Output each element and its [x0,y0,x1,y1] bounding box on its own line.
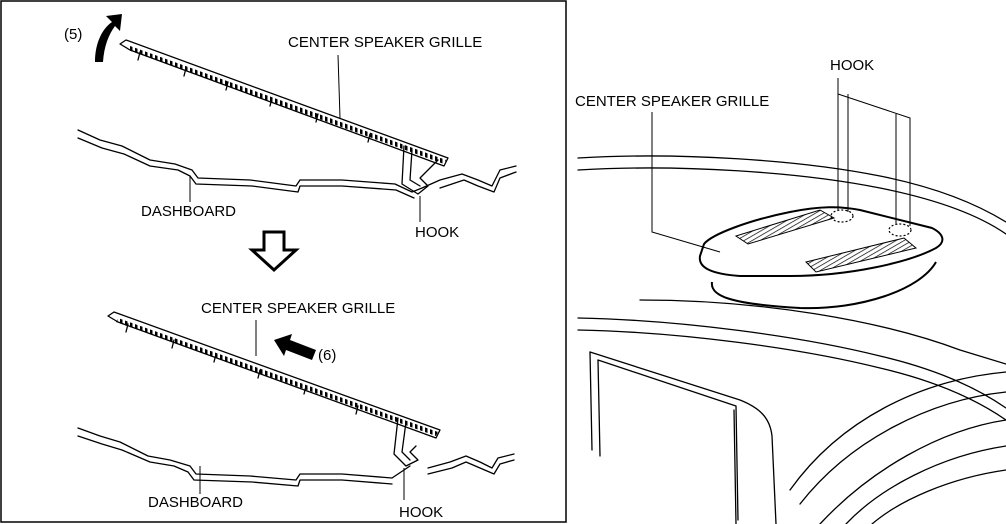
hook-label-right: HOOK [830,57,874,74]
grille-strip-bottom [107,311,441,439]
step-6-label: (6) [318,347,336,364]
top-step: (5) CENTER SPEAKER GRILLE DASHBOARD HOOK [64,14,517,241]
hook-label-top: HOOK [415,224,459,241]
dashboard-outline-bottom [77,427,515,487]
dashboard-label-bottom: DASHBOARD [148,494,243,511]
hook-label-bottom: HOOK [399,504,443,521]
curved-up-arrow-icon [95,14,122,62]
grille-label-right: CENTER SPEAKER GRILLE [575,93,769,110]
bottom-step: CENTER SPEAKER GRILLE (6) DASHBOARD HOOK [77,300,515,521]
left-panel-frame [0,0,567,523]
grille-strip-top [119,39,449,167]
right-panel: CENTER SPEAKER GRILLE HOOK [575,57,1006,524]
step-5-label: (5) [64,26,82,43]
grille-label-bottom: CENTER SPEAKER GRILLE [201,300,395,317]
grille-label-top: CENTER SPEAKER GRILLE [288,34,482,51]
grille-3d-view [698,206,944,310]
down-hollow-arrow-icon [248,230,300,273]
hook-bottom [393,417,419,467]
dashboard-label-top: DASHBOARD [141,203,236,220]
dashboard-outline-top [77,129,517,199]
left-arrow-icon [274,334,316,360]
